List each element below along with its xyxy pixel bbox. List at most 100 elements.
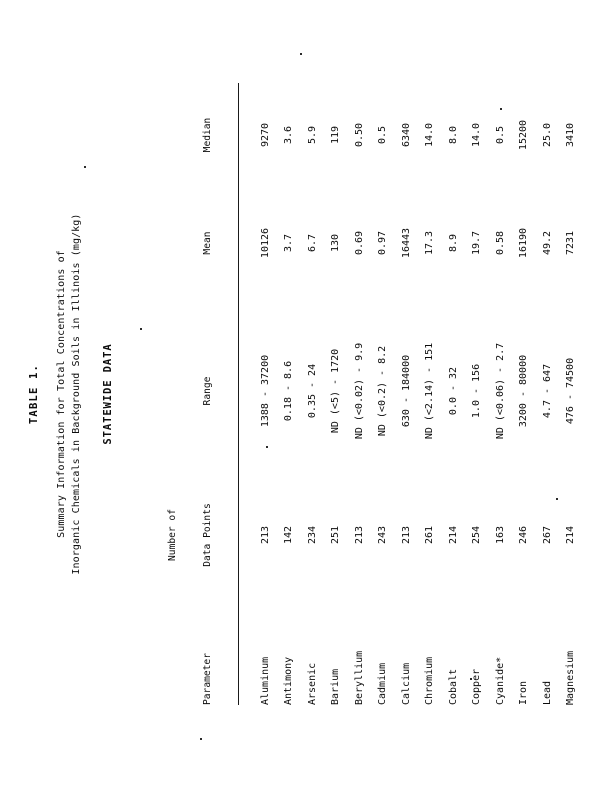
cell-median: 0.50: [353, 122, 365, 148]
title-line-2: Inorganic Chemicals in Background Soils …: [71, 213, 82, 575]
cell-mean: 7231: [565, 230, 576, 256]
cell-median: 119: [330, 125, 341, 145]
cell-median: 5.9: [306, 125, 318, 145]
cell-parameter: Arsenic: [306, 662, 318, 705]
cell-median: 14.0: [471, 122, 482, 148]
cell-number-of-data-points: 261: [424, 525, 435, 545]
table-header: Parameter Number of Data Points Range Me…: [144, 83, 239, 705]
cell-range: 0.18 - 8.6: [283, 360, 294, 422]
cell-range: ND (<5) - 1720: [330, 348, 341, 434]
table-row: Chromium 261 ND (<2.14) - 151 17.3 14.0: [413, 83, 437, 705]
cell-mean: 49.2: [541, 230, 553, 256]
scan-speck: [200, 738, 202, 740]
table-row: Aluminum 213 1388 - 37200 10126 9270: [239, 83, 272, 705]
cell-range: 630 - 184000: [400, 354, 412, 428]
header-median: Median: [144, 83, 236, 187]
header-range-label: Range: [201, 376, 213, 406]
cell-number-of-data-points: 246: [518, 525, 529, 545]
cell-range: 4.7 - 647: [541, 363, 553, 419]
header-mean: Mean: [144, 187, 236, 299]
cell-median: 3.6: [283, 125, 294, 145]
cell-parameter: Aluminum: [259, 656, 271, 705]
title-line-1: Summary Information for Total Concentrat…: [56, 250, 67, 538]
header-range: Range: [144, 299, 236, 483]
cell-mean: 6.7: [306, 233, 318, 253]
document-title: Summary Information for Total Concentrat…: [54, 34, 84, 754]
cell-median: 25.0: [541, 122, 553, 148]
cell-parameter: Barium: [330, 668, 341, 705]
cell-mean: 17.3: [424, 230, 435, 256]
header-parameter-label: Parameter: [201, 653, 213, 705]
table-row: Barium 251 ND (<5) - 1720 130 119: [319, 83, 343, 705]
cell-mean: 16443: [400, 227, 412, 259]
cell-parameter: Cyanide*: [494, 656, 506, 705]
cell-range: 0.0 - 32: [447, 366, 459, 416]
cell-parameter: Copper: [471, 668, 482, 705]
cell-median: 9270: [259, 122, 271, 148]
cell-parameter: Cadmium: [377, 662, 388, 705]
cell-parameter: Beryllium: [353, 650, 365, 705]
cell-range: 476 - 74500: [565, 357, 576, 425]
cell-range: 3200 - 80000: [518, 354, 529, 428]
cell-parameter: Magnesium: [565, 650, 576, 705]
cell-mean: 130: [330, 233, 341, 253]
cell-mean: 16190: [518, 227, 529, 259]
cell-mean: 0.97: [377, 230, 388, 256]
scan-speck: [266, 446, 268, 448]
header-n-line1: Number of: [167, 509, 178, 561]
cell-number-of-data-points: 243: [377, 525, 388, 545]
cell-mean: 8.9: [447, 233, 459, 253]
cell-number-of-data-points: 163: [494, 525, 506, 545]
cell-number-of-data-points: 254: [471, 525, 482, 545]
table-row: Arsenic 234 0.35 - 24 6.7 5.9: [295, 83, 319, 705]
cell-mean: 10126: [259, 227, 271, 259]
cell-range: ND (<0.2) - 8.2: [377, 345, 388, 437]
cell-median: 0.5: [377, 125, 388, 145]
scan-speck: [300, 53, 302, 55]
cell-parameter: Antimony: [283, 656, 294, 705]
table-row: Iron 246 3200 - 80000 16190 15200: [507, 83, 531, 705]
cell-parameter: Chromium: [424, 656, 435, 705]
cell-median: 14.0: [424, 122, 435, 148]
cell-parameter: Cobalt: [447, 668, 459, 705]
table-row: Lead 267 4.7 - 647 49.2 25.0: [530, 83, 554, 705]
cell-parameter: Calcium: [400, 662, 412, 705]
cell-range: 1388 - 37200: [259, 354, 271, 428]
cell-range: ND (<0.02) - 9.9: [353, 342, 365, 440]
cell-range: ND (<0.06) - 2.7: [494, 342, 506, 440]
table-row: Cyanide* 163 ND (<0.06) - 2.7 0.58 0.5: [483, 83, 507, 705]
cell-number-of-data-points: 214: [447, 525, 459, 545]
cell-number-of-data-points: 213: [353, 525, 365, 545]
scan-speck: [470, 678, 472, 680]
table-row: Calcium 213 630 - 184000 16443 6340: [389, 83, 413, 705]
cell-mean: 0.69: [353, 230, 365, 256]
cell-mean: 19.7: [471, 230, 482, 256]
table-body: Aluminum 213 1388 - 37200 10126 9270 Antimony…: [239, 83, 578, 705]
cell-parameter: Iron: [518, 680, 529, 705]
scan-speck: [84, 166, 86, 168]
header-n-line2: Data Points: [201, 503, 213, 567]
table-row: Copper 254 1.0 - 156 19.7 14.0: [460, 83, 484, 705]
cell-median: 8.0: [447, 125, 459, 145]
cell-number-of-data-points: 251: [330, 525, 341, 545]
cell-mean: 3.7: [283, 233, 294, 253]
cell-range: 1.0 - 156: [471, 363, 482, 419]
header-row: Parameter Number of Data Points Range Me…: [144, 83, 236, 705]
cell-range: ND (<2.14) - 151: [424, 342, 435, 440]
cell-range: 0.35 - 24: [306, 363, 318, 419]
cell-median: 6340: [400, 122, 412, 148]
cell-median: 3410: [565, 122, 576, 148]
cell-parameter: Lead: [541, 680, 553, 705]
statewide-data-table: Parameter Number of Data Points Range Me…: [144, 83, 577, 705]
table-row: Cadmium 243 ND (<0.2) - 8.2 0.97 0.5: [366, 83, 390, 705]
cell-mean: 0.58: [494, 230, 506, 256]
cell-number-of-data-points: 142: [283, 525, 294, 545]
table-row: Beryllium 213 ND (<0.02) - 9.9 0.69 0.50: [342, 83, 366, 705]
table-row: Antimony 142 0.18 - 8.6 3.7 3.6: [272, 83, 296, 705]
header-mean-label: Mean: [201, 231, 213, 255]
header-parameter: Parameter: [144, 587, 236, 705]
cell-number-of-data-points: 213: [259, 525, 271, 545]
cell-number-of-data-points: 213: [400, 525, 412, 545]
